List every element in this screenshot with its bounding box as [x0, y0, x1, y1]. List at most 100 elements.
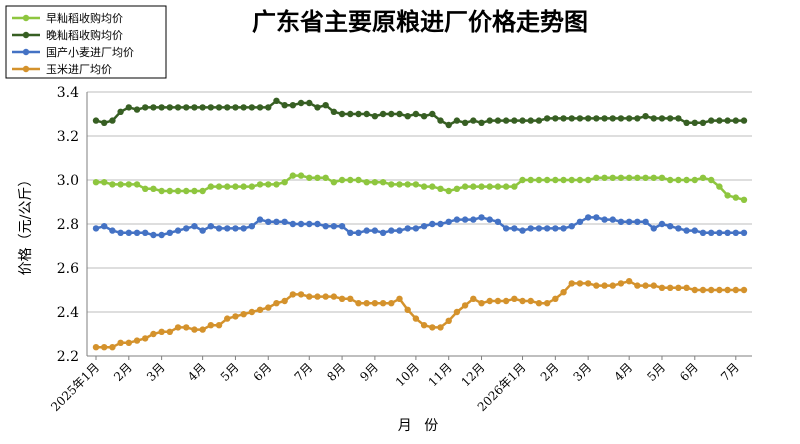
- x-tick-label: 2月: [538, 360, 562, 384]
- data-point: [256, 216, 264, 223]
- data-point: [675, 284, 682, 291]
- data-point: [281, 218, 288, 225]
- data-point: [281, 297, 288, 305]
- data-point: [92, 117, 100, 124]
- data-point: [584, 115, 592, 122]
- data-point: [166, 187, 174, 195]
- data-point: [256, 181, 264, 188]
- y-tick-label: 2.4: [57, 305, 79, 321]
- data-point: [732, 117, 739, 124]
- data-point: [273, 218, 280, 225]
- data-point: [240, 104, 247, 111]
- data-point: [707, 229, 715, 236]
- y-tick-label: 3.4: [57, 85, 79, 101]
- data-point: [330, 223, 338, 230]
- data-point: [609, 115, 616, 122]
- data-point: [338, 110, 346, 118]
- data-point: [470, 117, 477, 124]
- data-point: [740, 196, 748, 203]
- data-point: [207, 223, 215, 230]
- data-point: [502, 183, 510, 190]
- data-point: [494, 117, 502, 124]
- data-point: [429, 220, 436, 228]
- data-point: [437, 220, 444, 228]
- data-point: [109, 227, 116, 234]
- data-point: [486, 117, 493, 124]
- data-point: [183, 187, 190, 195]
- data-point: [150, 104, 157, 111]
- data-point: [330, 108, 338, 116]
- x-tick-label: 5月: [218, 360, 242, 384]
- data-point: [461, 183, 469, 190]
- y-tick-label: 2.6: [57, 261, 79, 277]
- data-point: [511, 117, 518, 124]
- data-point: [240, 183, 247, 190]
- data-point: [338, 176, 346, 184]
- data-point: [445, 317, 452, 324]
- data-point: [642, 113, 649, 120]
- data-point: [699, 174, 707, 181]
- x-tick-label: 11月: [426, 360, 455, 389]
- data-point: [363, 300, 370, 307]
- y-axis-label: 价格（元/公斤）: [18, 173, 34, 276]
- data-point: [199, 187, 206, 195]
- data-point: [658, 174, 666, 181]
- x-tick-label: 5月: [644, 360, 668, 384]
- x-tick-label: 3月: [570, 360, 594, 384]
- data-point: [322, 223, 329, 230]
- data-point: [502, 297, 510, 305]
- data-point: [543, 115, 551, 122]
- x-tick-label: 9月: [357, 360, 381, 384]
- data-point: [109, 344, 116, 351]
- data-point: [429, 324, 436, 331]
- data-point: [174, 227, 182, 234]
- data-point: [420, 183, 428, 190]
- data-point: [92, 179, 100, 186]
- data-point: [617, 174, 625, 181]
- data-point: [535, 300, 543, 307]
- data-point: [371, 300, 379, 307]
- data-point: [519, 227, 526, 234]
- data-point: [625, 174, 633, 181]
- data-point: [593, 282, 600, 289]
- data-point: [494, 218, 502, 225]
- data-point: [207, 104, 215, 111]
- data-point: [724, 229, 731, 236]
- data-point: [617, 280, 625, 287]
- data-point: [142, 335, 149, 342]
- data-point: [568, 280, 575, 287]
- data-point: [453, 117, 461, 124]
- data-point: [363, 227, 370, 234]
- data-point: [297, 291, 305, 298]
- data-point: [666, 176, 674, 184]
- data-point: [371, 179, 379, 186]
- data-point: [699, 286, 707, 294]
- data-point: [470, 216, 477, 223]
- x-tick-label: 6月: [251, 360, 275, 384]
- data-point: [207, 322, 215, 329]
- data-point: [174, 104, 182, 111]
- data-point: [347, 295, 354, 302]
- data-point: [404, 113, 411, 120]
- data-point: [666, 115, 674, 122]
- data-point: [92, 344, 100, 351]
- data-point: [404, 225, 411, 232]
- data-point: [297, 172, 305, 179]
- data-point: [535, 225, 543, 232]
- data-point: [207, 183, 215, 190]
- data-point: [191, 326, 198, 333]
- data-point: [240, 311, 247, 318]
- data-point: [199, 227, 206, 234]
- data-point: [716, 183, 723, 190]
- legend-marker-4: [22, 65, 30, 73]
- data-point: [355, 176, 362, 184]
- data-point: [297, 99, 305, 107]
- data-point: [330, 293, 338, 300]
- data-point: [494, 297, 502, 305]
- data-point: [396, 227, 403, 234]
- data-point: [306, 99, 313, 107]
- data-point: [732, 229, 739, 236]
